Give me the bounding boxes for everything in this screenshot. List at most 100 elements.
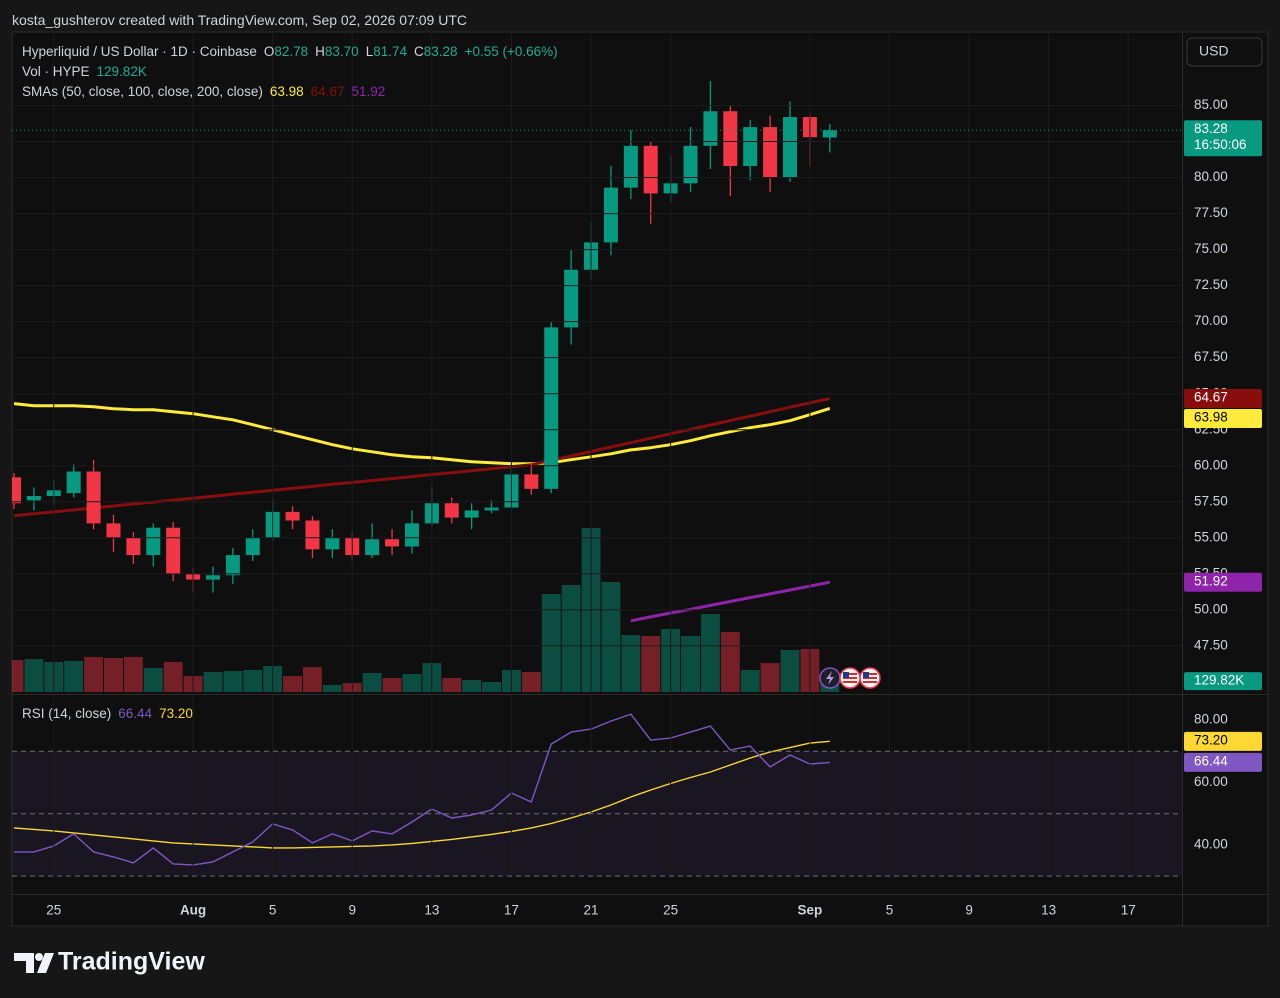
candle-body: [325, 537, 340, 550]
brand-name: TradingView: [58, 948, 205, 976]
candle-body: [106, 523, 121, 538]
volume-bar: [482, 682, 501, 692]
sma-badge-text: 51.92: [1194, 573, 1228, 588]
volume-bar: [322, 684, 342, 692]
candle-body: [603, 187, 618, 243]
header-text: kosta_gushterov created with TradingView…: [12, 12, 468, 28]
volume-value: 129.82K: [96, 64, 147, 79]
axes: 25Aug5913172125Sep59131747.5050.0052.505…: [12, 32, 1262, 918]
x-tick-label: 25: [663, 903, 678, 918]
x-tick-label: 13: [424, 903, 439, 918]
candle-body: [126, 537, 141, 556]
sma-value: 63.98: [269, 84, 304, 99]
currency-button[interactable]: [1186, 37, 1263, 67]
candle-body: [524, 474, 539, 489]
volume-bar: [700, 614, 720, 692]
volume-title: Vol · HYPE: [22, 64, 90, 79]
volume-bar: [561, 584, 581, 692]
volume-bar: [780, 650, 800, 692]
candle-body: [444, 503, 459, 518]
volume-bar: [382, 678, 402, 692]
rsi-line: [13, 740, 830, 849]
candle-body: [404, 523, 419, 547]
sma-line: [13, 402, 831, 466]
sma-badge-text: 63.98: [1194, 410, 1228, 425]
candle-body: [822, 130, 837, 138]
volume-badge: [1184, 672, 1262, 691]
volume-bar: [12, 660, 24, 692]
event-icons: [819, 667, 881, 689]
x-tick-label: 21: [584, 903, 599, 918]
volume-bar: [223, 671, 243, 692]
candle-body: [723, 111, 738, 167]
y-tick-label: 50.00: [1194, 601, 1228, 616]
volume-bar: [283, 676, 303, 692]
x-tick-label: Aug: [180, 903, 206, 918]
candle-body: [484, 507, 499, 511]
rsi-title: RSI (14, close): [22, 706, 112, 721]
ohlc-value: 81.74: [373, 44, 408, 59]
candle-body: [166, 527, 181, 574]
sma-value: 64.67: [310, 84, 345, 99]
candle-body: [365, 539, 380, 556]
volume-bar: [84, 656, 104, 692]
y-tick-label: 77.50: [1194, 205, 1228, 220]
candle-body: [564, 269, 579, 328]
candle-body: [285, 511, 300, 521]
flag-stripe: [863, 681, 877, 683]
volume-badge-text: 129.82K: [1194, 673, 1244, 688]
volume-bar: [402, 674, 422, 692]
volume-bar: [203, 672, 223, 692]
rsi-ma-value: 73.20: [159, 706, 193, 721]
flag-stripe: [843, 677, 857, 679]
x-tick-label: 9: [965, 903, 973, 918]
candle-body: [26, 496, 41, 501]
y-tick-label: 85.00: [1194, 97, 1228, 112]
candle-body: [464, 510, 479, 518]
legend-volume: Vol · HYPE 129.82K: [22, 64, 147, 79]
symbol-title: Hyperliquid / US Dollar · 1D · Coinbase: [22, 44, 257, 59]
rsi-badge-text: 73.20: [1194, 732, 1228, 747]
volume-bar: [521, 672, 541, 692]
volume-bar: [303, 667, 322, 692]
volume-bar: [64, 660, 84, 692]
volume-bar: [720, 632, 740, 692]
price-badge: [1184, 120, 1262, 157]
price-badge-text: 16:50:06: [1194, 137, 1247, 152]
candle-body: [743, 127, 758, 167]
logo-shape: [37, 953, 54, 973]
y-tick-label: 67.50: [1194, 349, 1228, 364]
ohlc-value: 83.28: [423, 44, 458, 59]
price-change: +0.55 (+0.66%): [464, 44, 558, 59]
candle-body: [623, 145, 638, 188]
ohlc-letter: L: [365, 44, 374, 59]
volume-bar: [681, 636, 700, 692]
ohlc-value: 83.70: [324, 44, 359, 59]
sma-badge: [1184, 388, 1262, 408]
rsi-value: 66.44: [118, 706, 153, 721]
y-tick-label: 40.00: [1194, 836, 1228, 851]
y-tick-label: 72.50: [1194, 277, 1228, 292]
y-tick-label: 80.00: [1194, 169, 1228, 184]
y-tick-label: 60.00: [1194, 457, 1228, 472]
x-tick-label: 9: [348, 903, 356, 918]
logo-dot: [35, 953, 43, 961]
x-tick-label: 5: [269, 903, 277, 918]
rsi-line: [14, 713, 830, 866]
y-tick-label: 80.00: [1194, 712, 1228, 727]
x-tick-label: 17: [504, 903, 519, 918]
y-tick-label: 70.00: [1194, 313, 1228, 328]
candle-body: [86, 471, 101, 524]
ohlc-letter: C: [414, 44, 424, 59]
legend-sma: SMAs (50, close, 100, close, 200, close)…: [22, 84, 385, 99]
y-tick-label: 55.00: [1194, 529, 1228, 544]
volume-bar: [163, 662, 183, 692]
candle-body: [385, 539, 400, 547]
lightning-glyph: [826, 671, 834, 685]
volume-bar: [104, 658, 123, 692]
brand-logo: [14, 953, 54, 973]
y-tick-label: 47.50: [1194, 637, 1228, 652]
sma-line: [630, 580, 831, 623]
flag-stripe: [863, 677, 877, 679]
